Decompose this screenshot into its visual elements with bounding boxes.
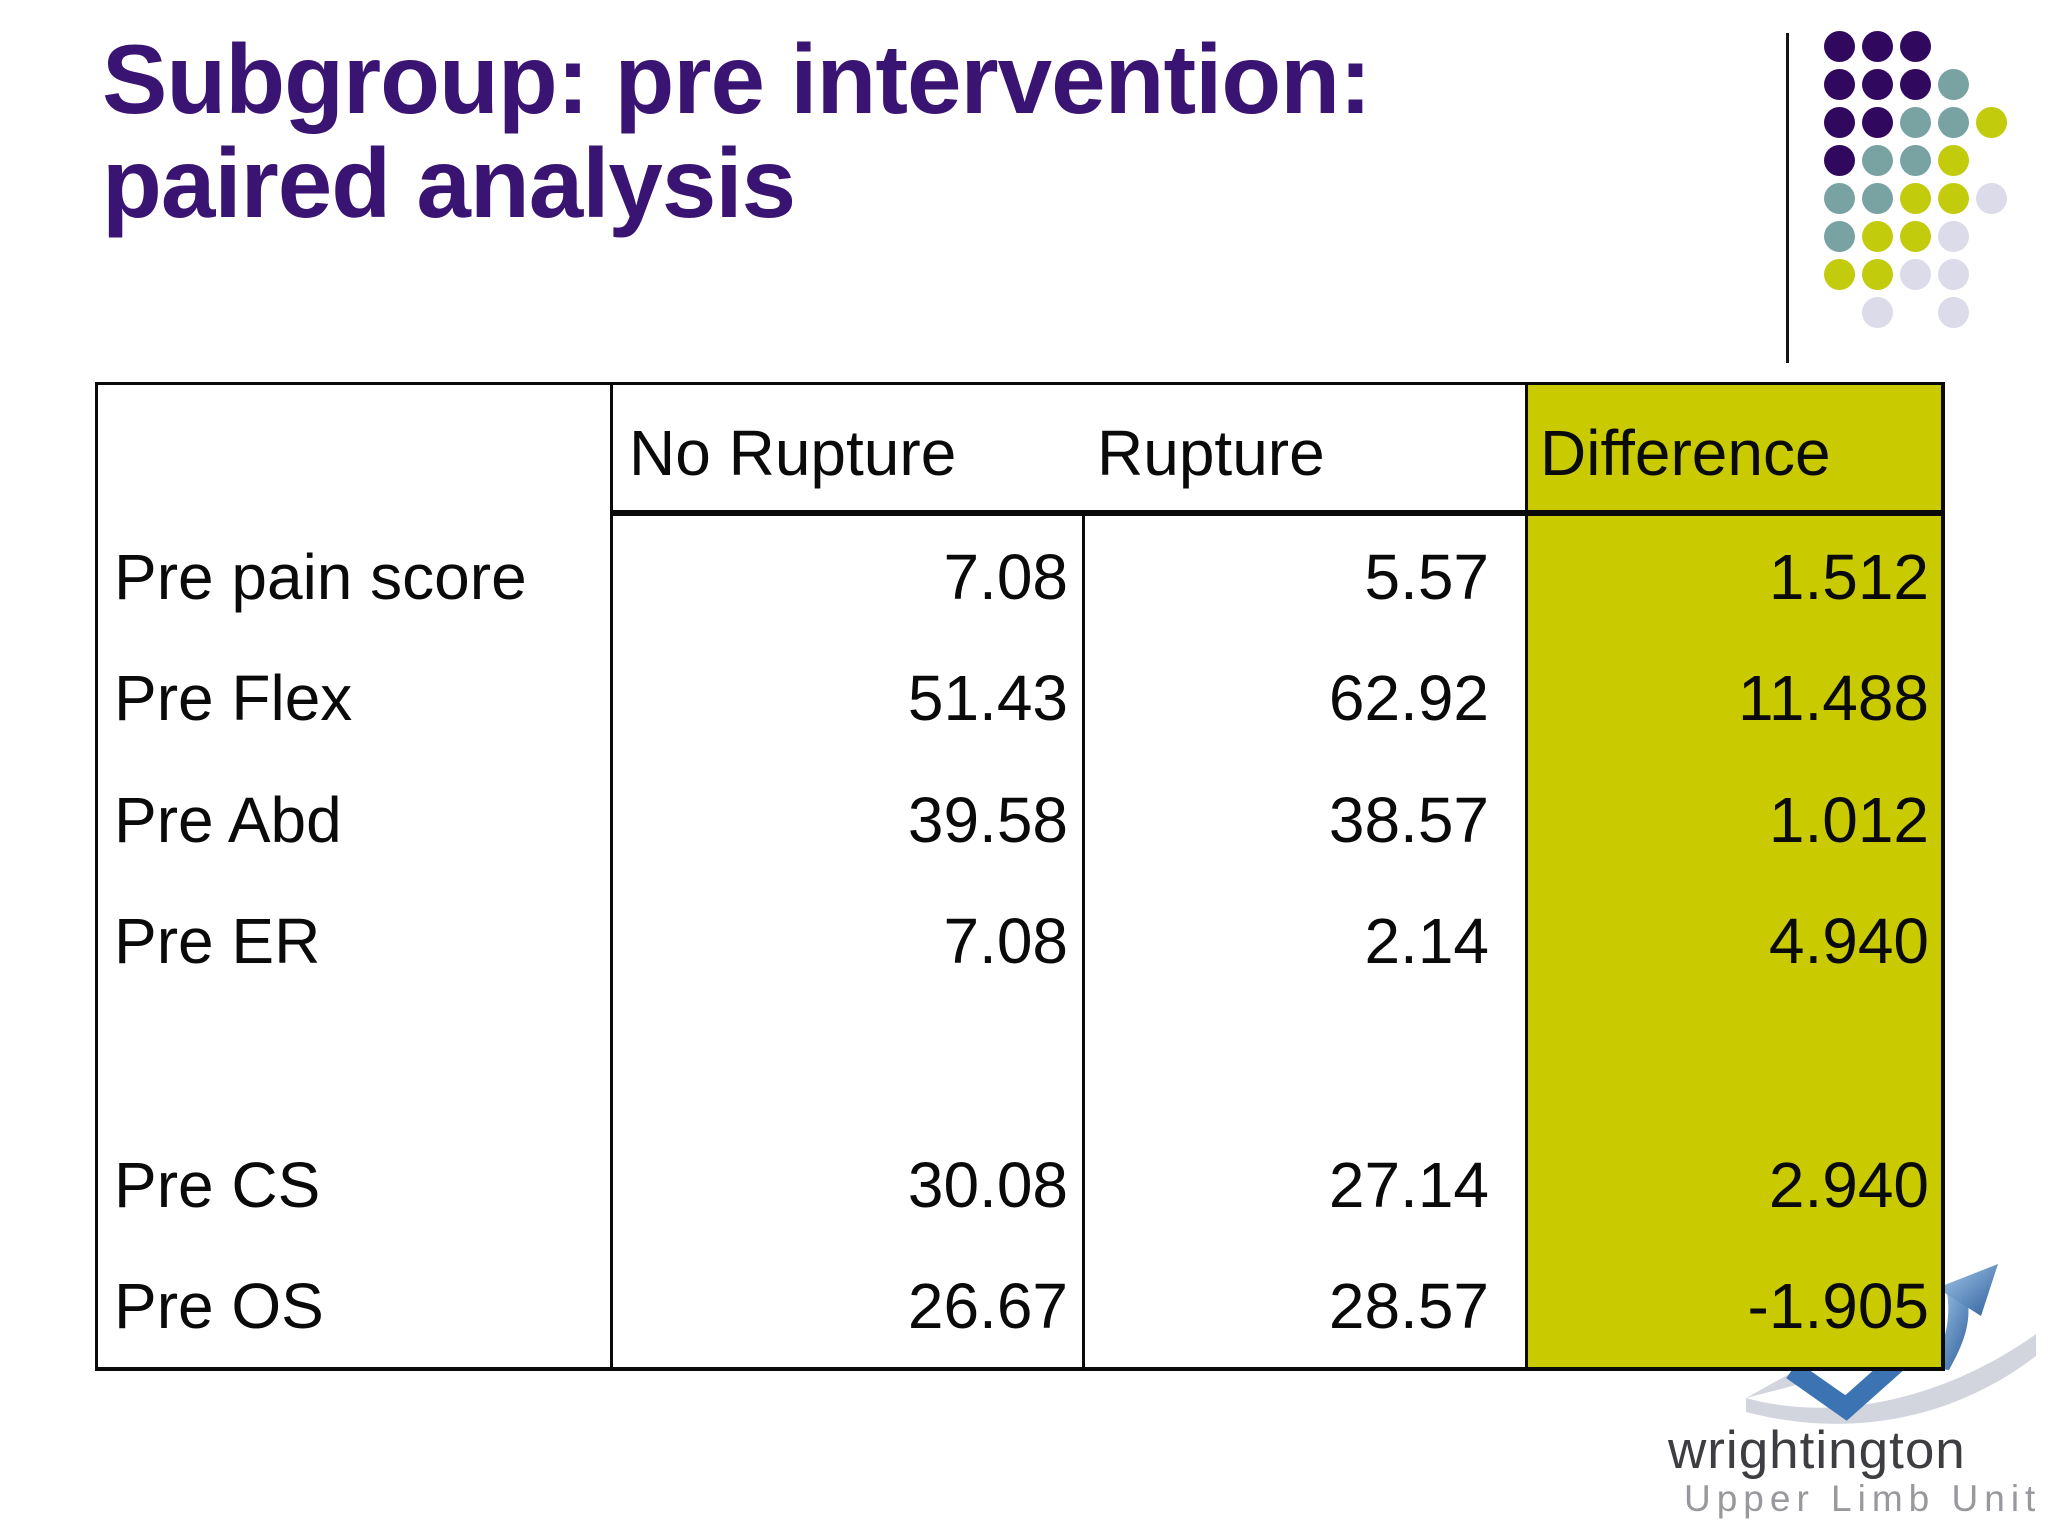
row-label: Pre Abd: [98, 759, 613, 881]
logo-dot: [1938, 183, 1969, 214]
logo-subtitle: Upper Limb Unit: [1684, 1478, 2042, 1519]
logo-dot: [1862, 221, 1893, 252]
logo-blue-check: [1786, 1352, 1907, 1421]
page-title: Subgroup: pre intervention: paired analys…: [102, 27, 1722, 238]
paired-analysis-table: No Rupture Rupture Difference Pre pain s…: [95, 382, 1945, 1371]
logo-dot: [1900, 69, 1931, 100]
logo-dot: [1900, 31, 1931, 62]
logo-dot: [1862, 297, 1893, 328]
cell-difference: -1.905: [1525, 1245, 1941, 1367]
title-line-1: Subgroup: pre intervention:: [102, 24, 1372, 134]
logo-dot: [1938, 221, 1969, 252]
cell-no-rupture: 7.08: [613, 880, 1085, 1003]
logo-dot: [1862, 259, 1893, 290]
row-label: Pre pain score: [98, 516, 613, 638]
row-label: Pre CS: [98, 1123, 613, 1246]
logo-dot: [1824, 259, 1855, 290]
logo-dot: [1824, 69, 1855, 100]
cell-rupture: 27.14: [1328, 1148, 1489, 1221]
logo-dot: [1824, 221, 1855, 252]
cell-difference-empty: [1525, 1002, 1941, 1124]
logo-dot: [1938, 107, 1969, 138]
title-line-2: paired analysis: [102, 127, 796, 238]
logo-dot: [1862, 107, 1893, 138]
logo-dot: [1976, 107, 2007, 138]
logo-dot: [1900, 221, 1931, 252]
cell-no-rupture-empty: [613, 1002, 1085, 1124]
logo-dot: [1900, 145, 1931, 176]
logo-dot: [1824, 183, 1855, 214]
header-no-rupture: No Rupture: [629, 417, 957, 489]
logo-dot: [1824, 107, 1855, 138]
cell-rupture: 62.92: [1328, 662, 1489, 735]
logo-name: wrightington: [1668, 1421, 1966, 1480]
logo-dot: [1862, 145, 1893, 176]
logo-dot: [1938, 297, 1969, 328]
cell-no-rupture: 51.43: [613, 637, 1085, 760]
header-empty-cell: [98, 385, 613, 516]
cell-no-rupture: 26.67: [613, 1245, 1085, 1367]
logo-dot: [1900, 259, 1931, 290]
vertical-divider-line: [1786, 33, 1789, 363]
logo-dot: [1976, 183, 2007, 214]
logo-dot: [1824, 145, 1855, 176]
cell-no-rupture: 39.58: [613, 759, 1085, 881]
dots-pattern-logo: [1824, 31, 2034, 361]
cell-no-rupture: 30.08: [613, 1123, 1085, 1246]
cell-rupture: 38.57: [1328, 783, 1489, 856]
logo-gray-swoosh: [1746, 1334, 2036, 1424]
logo-dot: [1938, 259, 1969, 290]
logo-dot: [1900, 107, 1931, 138]
cell-difference: 2.940: [1525, 1123, 1941, 1246]
logo-dot: [1938, 69, 1969, 100]
cell-rupture-empty: [1085, 1002, 1525, 1124]
cell-difference: 11.488: [1525, 637, 1941, 760]
cell-difference: 1.012: [1525, 759, 1941, 881]
logo-dot: [1824, 31, 1855, 62]
cell-no-rupture: 7.08: [613, 516, 1085, 638]
logo-dot: [1900, 183, 1931, 214]
logo-dot: [1862, 183, 1893, 214]
header-difference: Difference: [1525, 385, 1941, 516]
logo-dot: [1862, 31, 1893, 62]
logo-dot: [1862, 69, 1893, 100]
cell-difference: 1.512: [1525, 516, 1941, 638]
cell-rupture: 2.14: [1364, 905, 1489, 978]
cell-difference: 4.940: [1525, 880, 1941, 1003]
row-label: Pre Flex: [98, 637, 613, 760]
row-label-empty: [98, 1002, 613, 1124]
logo-blue-arrow-head: [1937, 1264, 1998, 1316]
header-merged-cell: No Rupture Rupture: [613, 385, 1525, 516]
row-label: Pre OS: [98, 1245, 613, 1367]
row-label: Pre ER: [98, 880, 613, 1003]
cell-rupture: 28.57: [1328, 1270, 1489, 1343]
cell-rupture: 5.57: [1364, 540, 1489, 613]
logo-dot: [1938, 145, 1969, 176]
header-rupture: Rupture: [1097, 417, 1325, 489]
